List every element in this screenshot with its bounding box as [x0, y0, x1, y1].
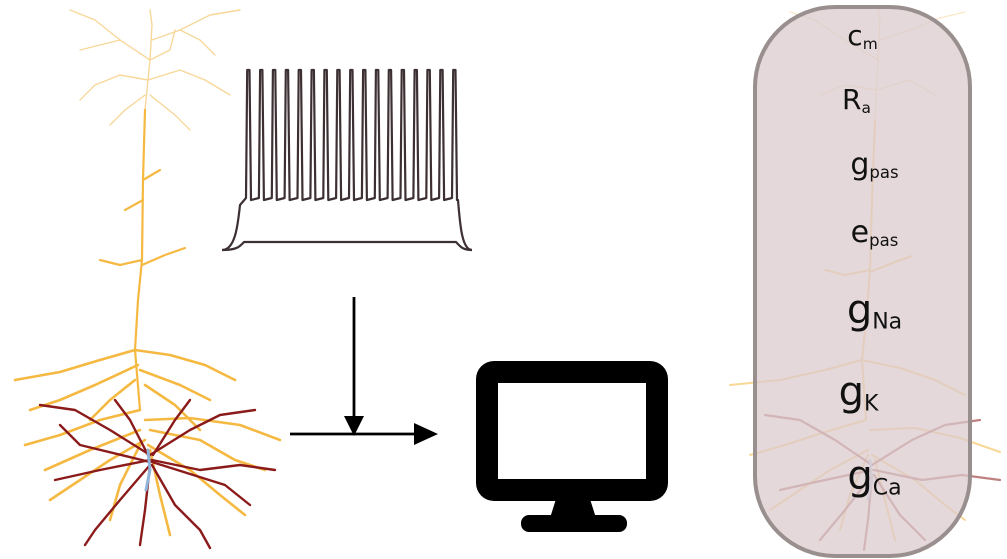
neuron-morphology-icon	[13, 9, 282, 550]
voltage-trace-baseline	[221, 240, 473, 252]
param-cm: cm	[847, 19, 878, 53]
soma	[144, 448, 152, 492]
basal-orange	[13, 348, 282, 537]
basal-red	[38, 398, 277, 550]
param-gna: gNa	[846, 287, 903, 335]
apical-tuft	[69, 9, 241, 131]
param-gca: gCa	[847, 453, 902, 501]
param-gpas: gpas	[850, 147, 899, 183]
voltage-trace-spikes	[221, 68, 473, 252]
param-epas: epas	[850, 215, 899, 251]
computer-monitor-icon	[476, 361, 668, 532]
apical-trunk	[98, 108, 187, 412]
voltage-trace-icon	[221, 68, 473, 252]
right-arrow	[290, 423, 438, 445]
param-gk: gK	[838, 369, 879, 417]
param-ra: Ra	[842, 83, 871, 117]
down-arrow	[344, 297, 364, 436]
parameter-panel	[753, 5, 972, 558]
